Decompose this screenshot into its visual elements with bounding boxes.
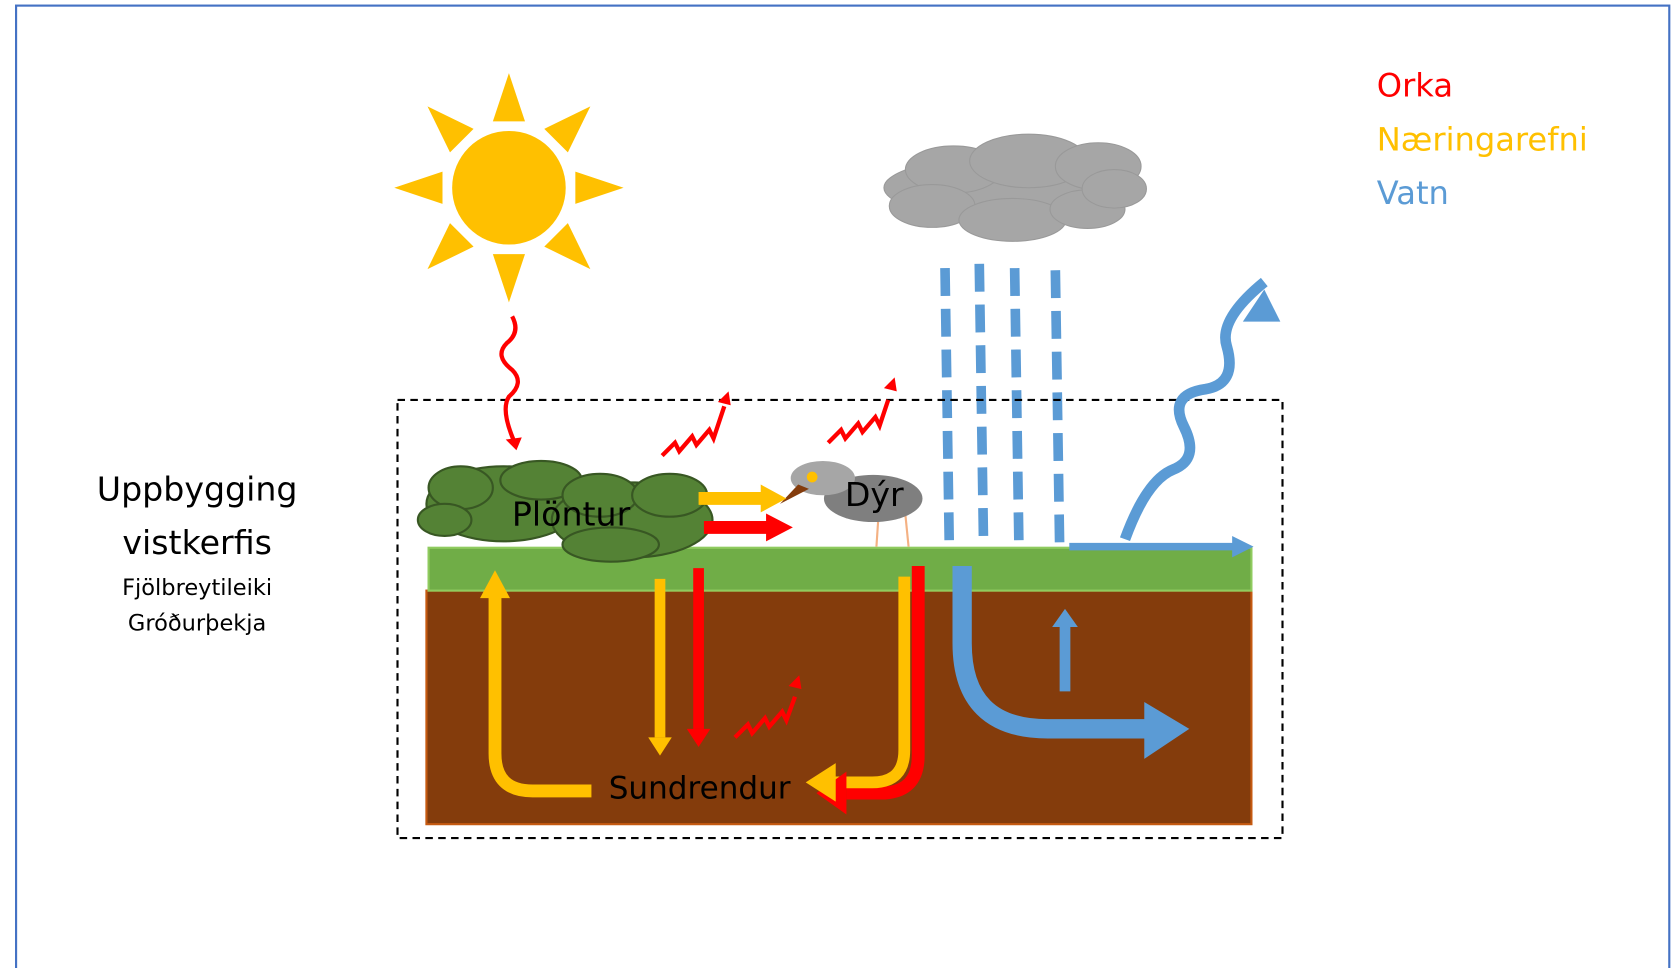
node-label: Sundrendur xyxy=(609,770,791,806)
cloud xyxy=(883,133,1147,242)
energy-waves xyxy=(499,315,891,739)
ecosystem-boundary xyxy=(396,398,1284,840)
grass xyxy=(427,546,1253,592)
node-label: Plöntur xyxy=(512,494,631,533)
legend-label: Vatn xyxy=(1377,174,1449,212)
side-title: Uppbygging xyxy=(97,470,298,509)
side-panel: Uppbygging vistkerfis Fjölbreytileiki Gr… xyxy=(97,470,298,637)
plants xyxy=(416,459,714,563)
node-label: Dýr xyxy=(845,475,904,514)
rain xyxy=(940,263,1065,547)
animal xyxy=(780,460,923,547)
side-title: vistkerfis xyxy=(122,523,272,562)
sun xyxy=(394,73,624,303)
flows xyxy=(488,277,1268,800)
side-item: Fjölbreytileiki xyxy=(122,575,272,601)
legend: Orka Næringarefni Vatn xyxy=(1377,67,1588,212)
legend-label: Næringarefni xyxy=(1377,120,1588,158)
legend-label: Orka xyxy=(1377,67,1453,105)
flow-heads xyxy=(480,289,1281,815)
side-item: Gróðurþekja xyxy=(128,610,266,636)
energy-heads xyxy=(505,377,897,690)
